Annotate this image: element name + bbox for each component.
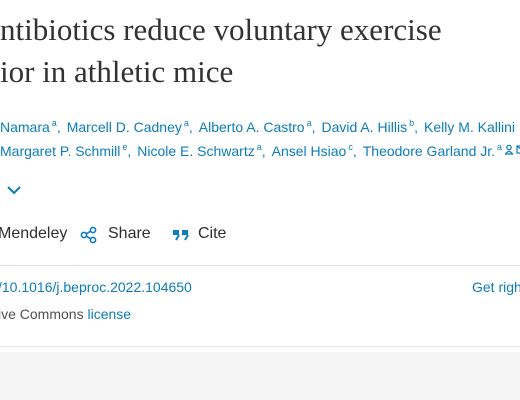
contact-icons[interactable] [504,144,520,156]
divider [0,265,520,266]
author-name[interactable]: Marcell D. Cadney [66,119,182,135]
affiliation-mark[interactable]: a [51,118,57,128]
author-separator: , [127,143,132,159]
license-line: ive Commons license [0,306,131,322]
license-text: ive Commons [0,306,84,322]
expand-chevron[interactable] [6,184,22,196]
author-separator: , [56,119,61,135]
share-icon[interactable] [80,226,98,244]
author-name[interactable]: Theodore Garland Jr. [362,143,496,159]
affiliation-mark[interactable]: c [348,142,353,152]
author-name[interactable]: David A. Hillis [321,119,408,135]
author-separator: , [261,143,266,159]
rights-link[interactable]: Get righ [472,279,520,295]
author-name[interactable]: Nicole E. Schwartz [137,143,255,159]
author-separator: , [414,119,418,135]
author-line: Margaret P. Schmill e, Nicole E. Schwartz a… [0,142,520,159]
author-separator: , [188,119,193,135]
affiliation-mark[interactable]: a [256,142,262,152]
author-separator: , [311,119,316,135]
author-name[interactable]: Alberto A. Castro [198,119,305,135]
author-name[interactable]: Kelly M. Kallini [424,119,516,135]
author-name[interactable]: Ansel Hsiao [271,143,347,159]
affiliation-mark[interactable]: e [122,142,128,152]
doi-link[interactable]: /10.1016/j.beproc.2022.104650 [0,279,192,295]
author-line: Namara a, Marcell D. Cadney a, Alberto A. Ca… [0,118,515,135]
affiliation-mark[interactable]: a [306,118,312,128]
affiliation-mark[interactable]: a [183,118,189,128]
affiliation-mark[interactable]: a [497,142,503,152]
share-button[interactable]: Share [108,225,151,242]
author-separator: , [352,143,357,159]
divider [0,346,520,347]
mendeley-button[interactable]: Mendeley [0,225,68,242]
license-link[interactable]: license [87,306,132,322]
title-line: ntibiotics reduce voluntary exercise [0,12,442,47]
affiliation-mark[interactable]: b [409,118,415,128]
cite-icon[interactable] [172,229,190,241]
title-line: ior in athletic mice [0,54,234,89]
author-name[interactable]: Margaret P. Schmill [0,143,121,159]
author-name[interactable]: Namara [0,119,50,135]
cite-button[interactable]: Cite [198,225,227,242]
footer-band [0,352,520,400]
